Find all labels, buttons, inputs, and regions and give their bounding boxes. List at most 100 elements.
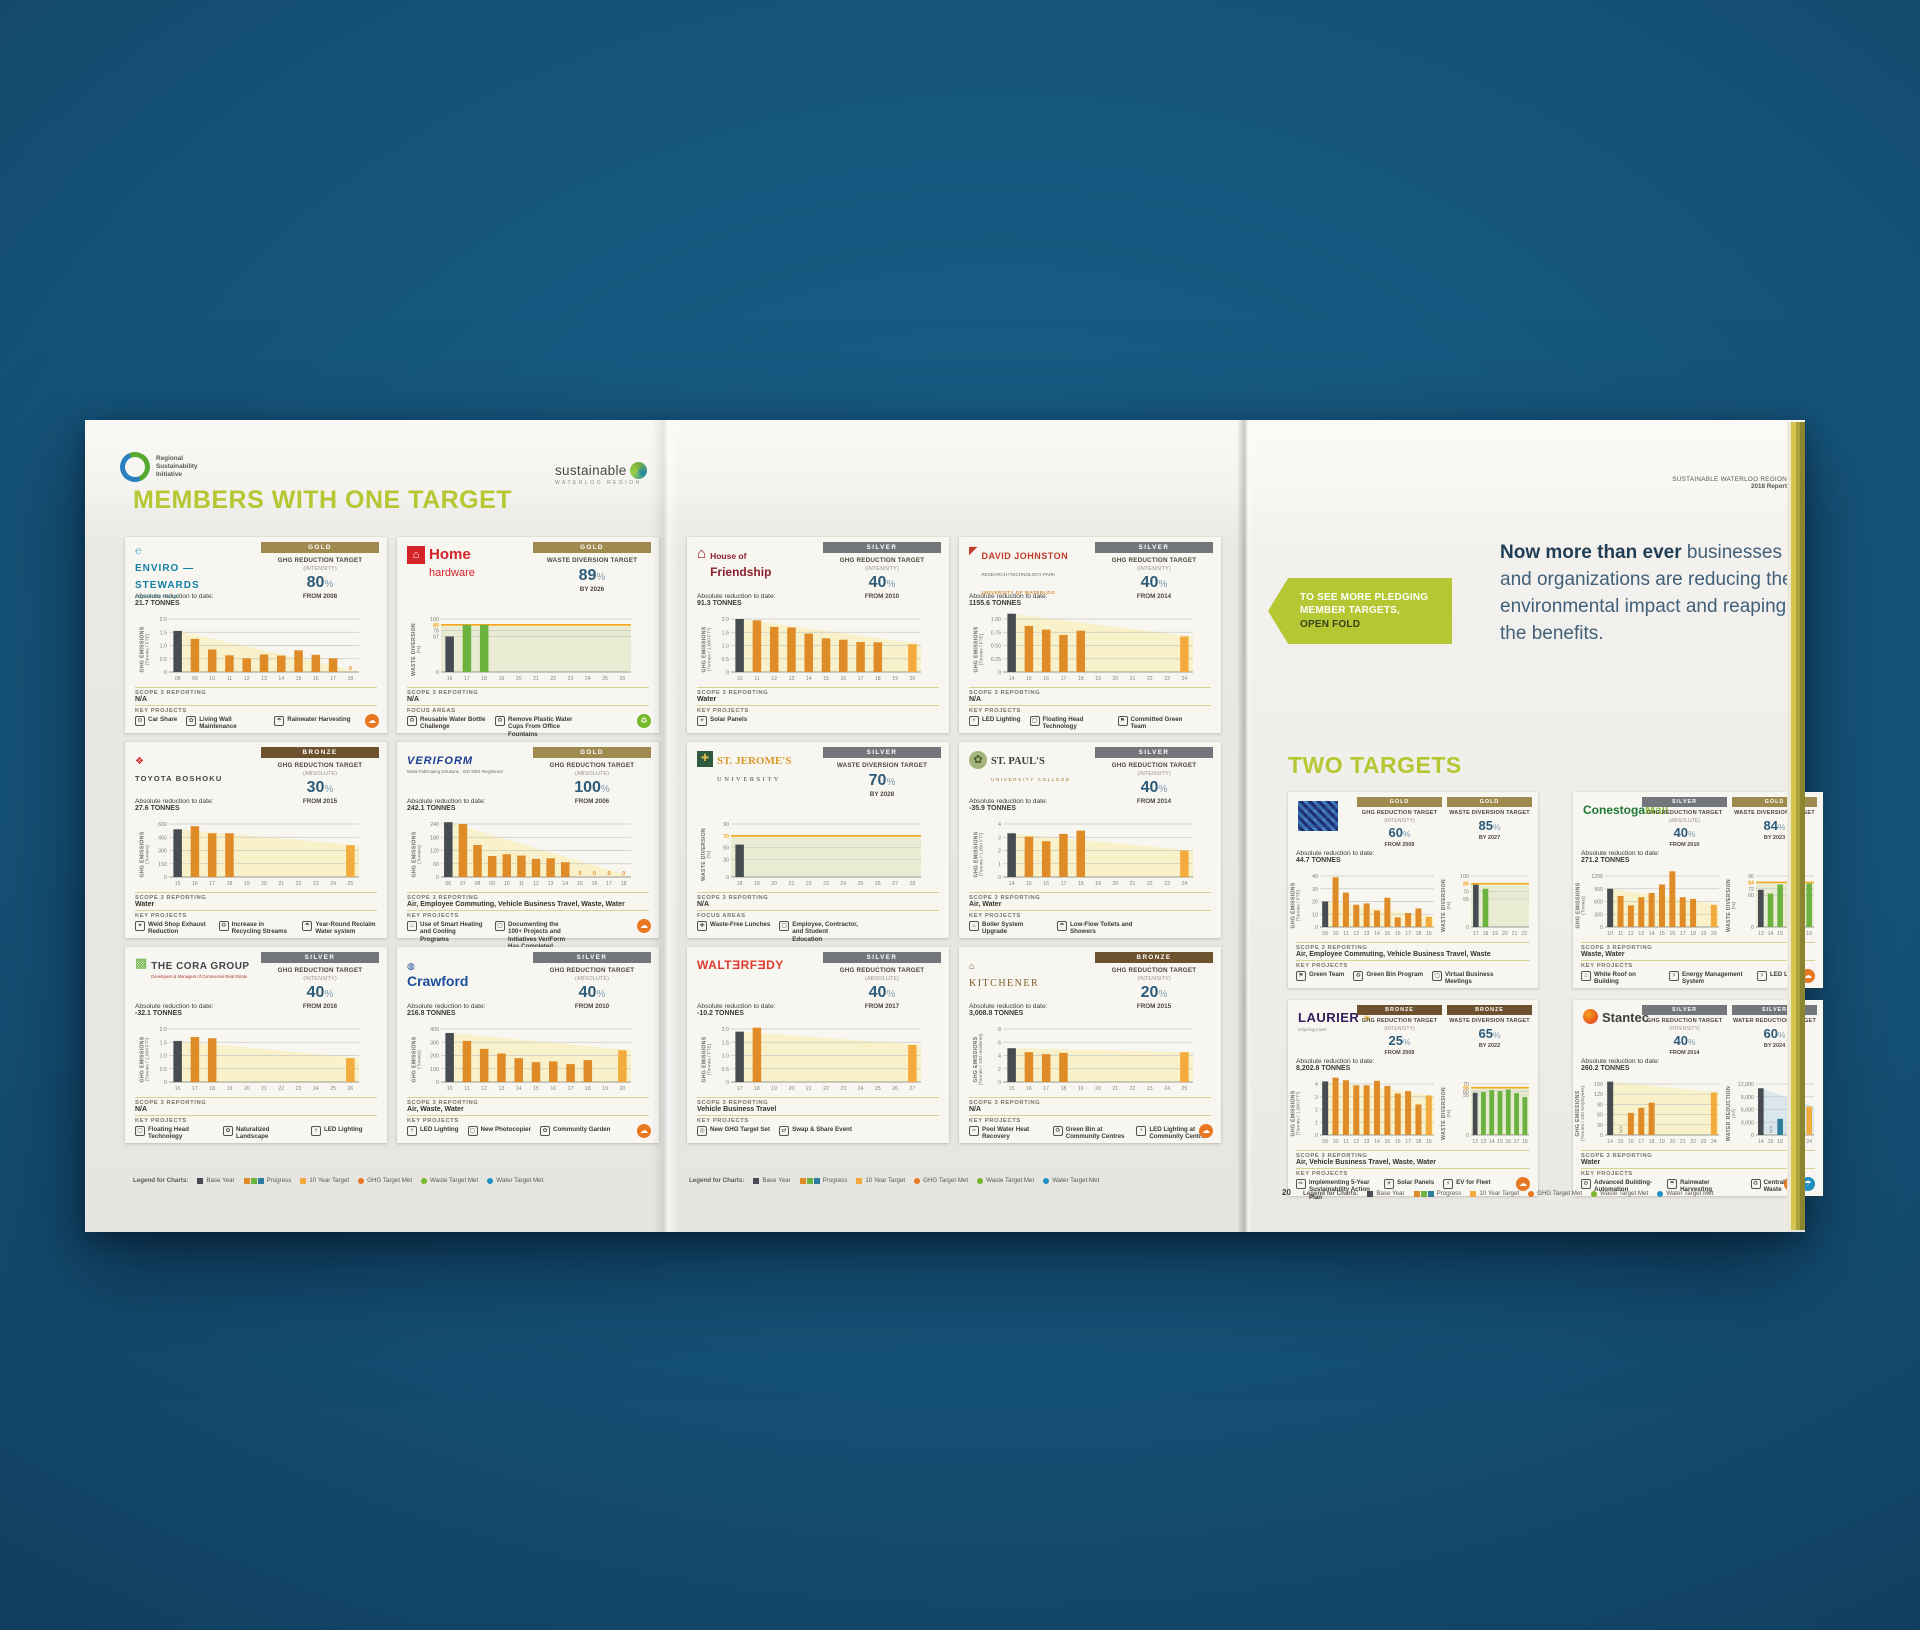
scope3-reporting: SCOPE 3 REPORTING Waste, Water [1581,942,1815,958]
logo-span: Crawford [407,973,469,990]
ghg-emissions-chart: GHG EMISSIONS (Tonnes) 1200 900 600 300 0 10 11 1… [1575,868,1722,943]
reduction-caption: Absolute reduction to date: [135,593,214,600]
svg-text:18: 18 [875,676,881,682]
logo-mark-icon: ▩ [135,955,148,970]
svg-text:0: 0 [164,1080,167,1086]
svg-text:150: 150 [158,862,167,868]
project-item: ⚡LED Lighting [969,716,1021,726]
key-projects: KEY PROJECTS ⚡ LED Lighting ▢ New Photocopie… [407,1115,649,1136]
logo-text: ◍ Crawford [407,956,468,991]
chart-y-axis-text: GHG EMISSIONS (Tonnes) [1575,882,1587,929]
scope3-reporting: SCOPE 3 REPORTING N/A [135,687,377,703]
svg-text:28: 28 [909,881,915,887]
logo-line: TOYOTA BOSHOKU [135,768,223,785]
target-block: GOLD GHG REDUCTION TARGET (INTENSITY) 60% FR… [1357,797,1442,848]
member-logo: ⌂ House of Friendship [697,546,771,581]
svg-text:3: 3 [1315,1095,1318,1101]
logo-inner: Stantec [1583,1009,1649,1026]
project-label: Low-Flow Toilets and Showers [1070,921,1133,936]
svg-text:16: 16 [1628,1139,1634,1145]
lunch-icon: ✚ [697,921,707,931]
chart-y-axis-label: GHG EMISSIONS (Tonnes) [139,816,150,893]
key-projects-list: ◎ New GHG Target Set ⇄ Swap & Share Event [697,1126,939,1136]
chart-y-axis-text: WASTE DIVERSION (%) [701,828,713,881]
svg-text:12: 12 [533,881,539,887]
plan-icon: ✏ [1296,1179,1306,1189]
key-projects-title: KEY PROJECTS [135,913,187,919]
reduction-value: 242.1 TONNES [407,805,456,812]
svg-text:6,000: 6,000 [1741,1108,1754,1114]
logo-line: UNIVERSITY OF WATERLOO [981,581,1068,598]
reduction-to-date: Absolute reduction to date: 21.7 TONNES [135,593,213,607]
percent-sign: % [886,777,896,789]
rsi-logo-text: Regional Sustainability Initiative [156,455,198,480]
legend-item: Base Year [753,1177,791,1184]
svg-text:25: 25 [858,881,864,887]
legend-label: Progress [822,1177,848,1184]
target-reference: BY 2027 [1478,834,1501,841]
logo-text: THE CORA GROUP Developers & Managers of C… [151,956,249,979]
percent-sign: % [1158,579,1168,591]
svg-text:6: 6 [998,1040,1001,1046]
legend-swatch [1528,1190,1535,1197]
ghg-target-met-icon: ☁ [637,919,651,933]
svg-text:17: 17 [330,676,336,682]
svg-text:15: 15 [823,676,829,682]
svg-text:0.5: 0.5 [722,1067,729,1073]
scope3-title: SCOPE 3 REPORTING [135,1100,207,1106]
target-reference: FROM 2010 [574,1002,610,1010]
project-item: ☂ Rainwater Harvesting [1667,1179,1741,1194]
svg-text:25: 25 [602,676,608,682]
logo-line: ST. JEROME'S [717,751,791,768]
target-block: SILVER GHG REDUCTION TARGET (INTENSITY) 40%… [261,952,379,1010]
swr-subtitle: WATERLOO REGION [555,480,642,486]
project-label: New Photocopier [480,1126,532,1133]
member-card: ◤ DAVID JOHNSTON RESEARCH+TECHNOLOGY PARK U… [959,537,1221,733]
svg-text:15: 15 [1618,1139,1624,1145]
project-item: ♻ Centralized Waste [1750,1179,1815,1194]
svg-text:0: 0 [1466,925,1469,931]
chart-y-axis-label: WASTE DIVERSION (%) [1726,868,1737,943]
svg-text:0: 0 [593,871,596,877]
member-card: ⌂ Home hardware GOLD WASTE DIVERSION TARGET 8… [397,537,659,738]
report-ref-region: SUSTAINABLE WATERLOO REGION [1672,476,1787,483]
key-projects: KEY PROJECTS ♨ Boiler System Upgrade ☂ Low-F… [969,910,1211,936]
svg-text:10: 10 [504,881,510,887]
chart-y-axis-label: WASTE DIVERSION (%) [411,611,422,688]
reduction-value: 27.6 TONNES [135,805,180,812]
svg-text:16: 16 [550,1086,556,1092]
svg-text:22: 22 [1147,881,1153,887]
svg-text:1.0: 1.0 [722,644,729,650]
legend-label: 10 Year Target [1479,1190,1520,1197]
level-badge: BRONZE [1447,1005,1532,1015]
svg-text:0: 0 [164,670,167,676]
logo-span: ⌂ [969,961,975,971]
svg-text:23: 23 [296,1086,302,1092]
member-logo: ◤ DAVID JOHNSTON RESEARCH+TECHNOLOGY PARK U… [969,546,1068,598]
logo-line: ◍ [407,956,468,973]
target-qualifier: (INTENSITY) [303,566,337,573]
target-percent: 85% [1478,818,1501,834]
target-percent: 80% [306,574,334,592]
svg-text:16: 16 [1043,881,1049,887]
target-percent: 40% [1140,779,1168,797]
project-item: ☂ Rainwater Harvesting [274,716,351,726]
led-icon: ⚡ [407,1126,417,1136]
target-qualifier: (ABSOLUTE) [574,976,610,983]
svg-text:20: 20 [619,1086,625,1092]
svg-text:27: 27 [909,1086,915,1092]
regional-sustainability-initiative-logo: Regional Sustainability Initiative [115,447,198,487]
svg-text:1.5: 1.5 [160,1040,167,1046]
svg-text:450: 450 [158,835,167,841]
target-title: GHG REDUCTION TARGET [839,557,925,564]
legend-item: Water Target Met [487,1177,543,1184]
svg-text:15: 15 [1026,881,1032,887]
charts-row: GHG EMISSIONS (Tonnes) 600 450 300 150 0 15 16 17… [139,816,362,893]
reduction-caption: Absolute reduction to date: [407,1003,486,1010]
reduction-to-date: Absolute reduction to date: 216.8 TONNES [407,1003,485,1017]
svg-text:0.5: 0.5 [160,657,167,663]
project-item: ⚡ EV for Fleet [1443,1179,1491,1189]
target-met-medals: ☁ [637,1124,651,1138]
svg-text:25: 25 [330,1086,336,1092]
